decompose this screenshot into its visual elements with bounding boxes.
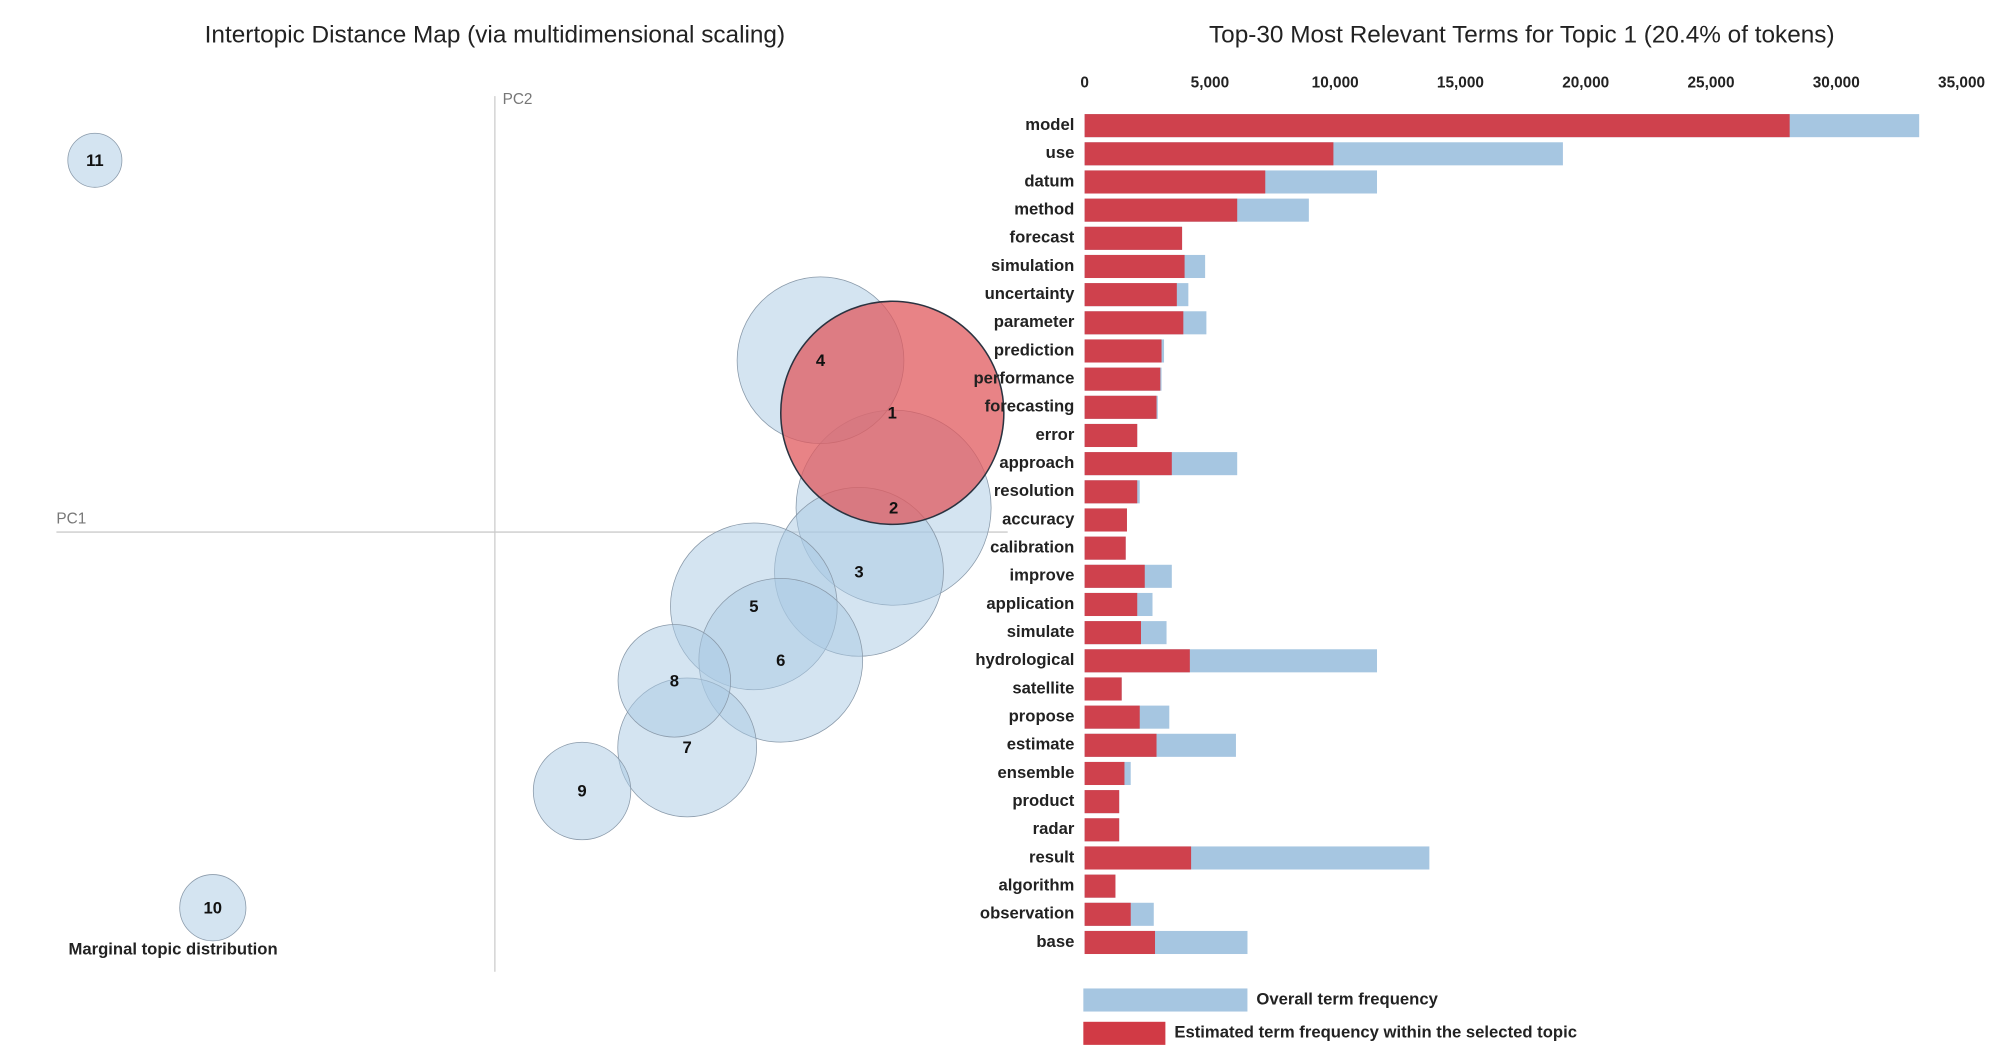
term-label: improve	[1010, 566, 1075, 585]
topic-bar	[1084, 592, 1138, 617]
size-legend-label: Marginal topic distribution	[69, 939, 278, 958]
term-label: base	[1036, 932, 1074, 951]
topic-bar	[1084, 114, 1790, 138]
topic-bar	[1084, 818, 1120, 842]
term-label: error	[1035, 425, 1074, 444]
topic-bar	[1084, 423, 1138, 448]
bubble-label: 5	[749, 597, 758, 616]
term-label: algorithm	[998, 876, 1074, 895]
topic-bubble	[780, 300, 1005, 526]
term-label: approach	[999, 453, 1074, 472]
topic-bar	[1084, 536, 1126, 560]
term-label: result	[1029, 847, 1075, 866]
term-label: ensemble	[998, 763, 1075, 782]
term-label: simulation	[991, 256, 1074, 275]
term-label: estimate	[1007, 735, 1075, 754]
topic-bar	[1084, 902, 1131, 926]
term-label: method	[1014, 200, 1074, 219]
x-tick-label: 25,000	[1687, 74, 1734, 91]
topic-bar	[1084, 311, 1184, 335]
topic-bar	[1084, 367, 1161, 391]
term-label: calibration	[990, 538, 1074, 557]
term-label: performance	[973, 369, 1074, 388]
term-label: forecasting	[985, 397, 1075, 416]
topic-bar	[1084, 283, 1177, 307]
topic-bar	[1084, 564, 1145, 588]
topic-bar	[1084, 705, 1140, 729]
topic-bar	[1084, 339, 1162, 363]
term-label: hydrological	[975, 650, 1074, 669]
bubble-label: 10	[204, 898, 223, 917]
term-label: product	[1012, 791, 1074, 810]
topic-bubble	[617, 624, 732, 738]
topic-bar	[1084, 508, 1127, 532]
topic-bar	[1084, 226, 1183, 250]
y-axis-label: PC2	[503, 91, 533, 108]
x-tick-label: 35,000	[1938, 74, 1985, 91]
term-label: propose	[1009, 707, 1075, 726]
legend-swatch	[1083, 988, 1248, 1012]
bubble-label: 4	[816, 351, 826, 370]
topic-bar	[1084, 395, 1157, 419]
x-tick-label: 5,000	[1191, 74, 1229, 91]
bubble-label: 6	[776, 651, 785, 670]
topic-bar	[1084, 790, 1120, 814]
legend-label: Overall term frequency	[1256, 989, 1438, 1008]
term-label: simulate	[1007, 622, 1075, 641]
term-label: uncertainty	[985, 284, 1076, 303]
topic-bubble	[532, 741, 632, 841]
x-tick-label: 15,000	[1437, 74, 1484, 91]
bubble-label: 7	[683, 738, 692, 757]
x-axis-label: PC1	[56, 510, 86, 527]
topic-bar	[1084, 198, 1238, 222]
bubble-label: 8	[670, 671, 679, 690]
topic-bar	[1084, 452, 1172, 476]
bubble-label: 2	[889, 498, 898, 517]
topic-bar	[1084, 649, 1190, 673]
bubble-label: 11	[86, 151, 104, 170]
topic-bar	[1084, 170, 1266, 194]
topic-bar	[1084, 874, 1116, 898]
topic-bar	[1084, 733, 1157, 757]
term-label: model	[1025, 115, 1074, 134]
bubble-label: 3	[854, 562, 863, 581]
x-tick-label: 20,000	[1562, 74, 1609, 91]
x-tick-label: 30,000	[1813, 74, 1860, 91]
bubble-label: 1	[888, 404, 897, 423]
term-label: use	[1046, 143, 1075, 162]
term-label: datum	[1024, 171, 1074, 190]
x-tick-label: 0	[1080, 74, 1089, 91]
topic-bar	[1084, 621, 1141, 645]
term-label: parameter	[994, 312, 1075, 331]
term-label: application	[986, 594, 1074, 613]
term-label: forecast	[1010, 228, 1075, 247]
term-label: prediction	[994, 340, 1075, 359]
legend-swatch	[1083, 1021, 1166, 1045]
topic-bubble	[179, 874, 247, 942]
topic-bar	[1084, 846, 1192, 870]
x-tick-label: 10,000	[1312, 74, 1359, 91]
bar-title: Top-30 Most Relevant Terms for Topic 1 (…	[1209, 21, 1835, 48]
term-label: accuracy	[1002, 509, 1075, 528]
topic-bubble	[67, 132, 123, 188]
term-label: satellite	[1012, 678, 1074, 697]
topic-bar	[1084, 761, 1125, 786]
term-label: radar	[1033, 819, 1075, 838]
topic-bar	[1084, 930, 1156, 955]
legend-label: Estimated term frequency within the sele…	[1174, 1023, 1577, 1042]
topic-bar	[1084, 142, 1334, 166]
term-label: resolution	[994, 481, 1075, 500]
topic-bar	[1084, 677, 1122, 701]
map-title: Intertopic Distance Map (via multidimens…	[205, 21, 785, 48]
term-label: observation	[980, 904, 1074, 923]
topic-bar	[1084, 480, 1138, 504]
bubble-label: 9	[577, 782, 586, 801]
topic-bar	[1084, 254, 1185, 279]
